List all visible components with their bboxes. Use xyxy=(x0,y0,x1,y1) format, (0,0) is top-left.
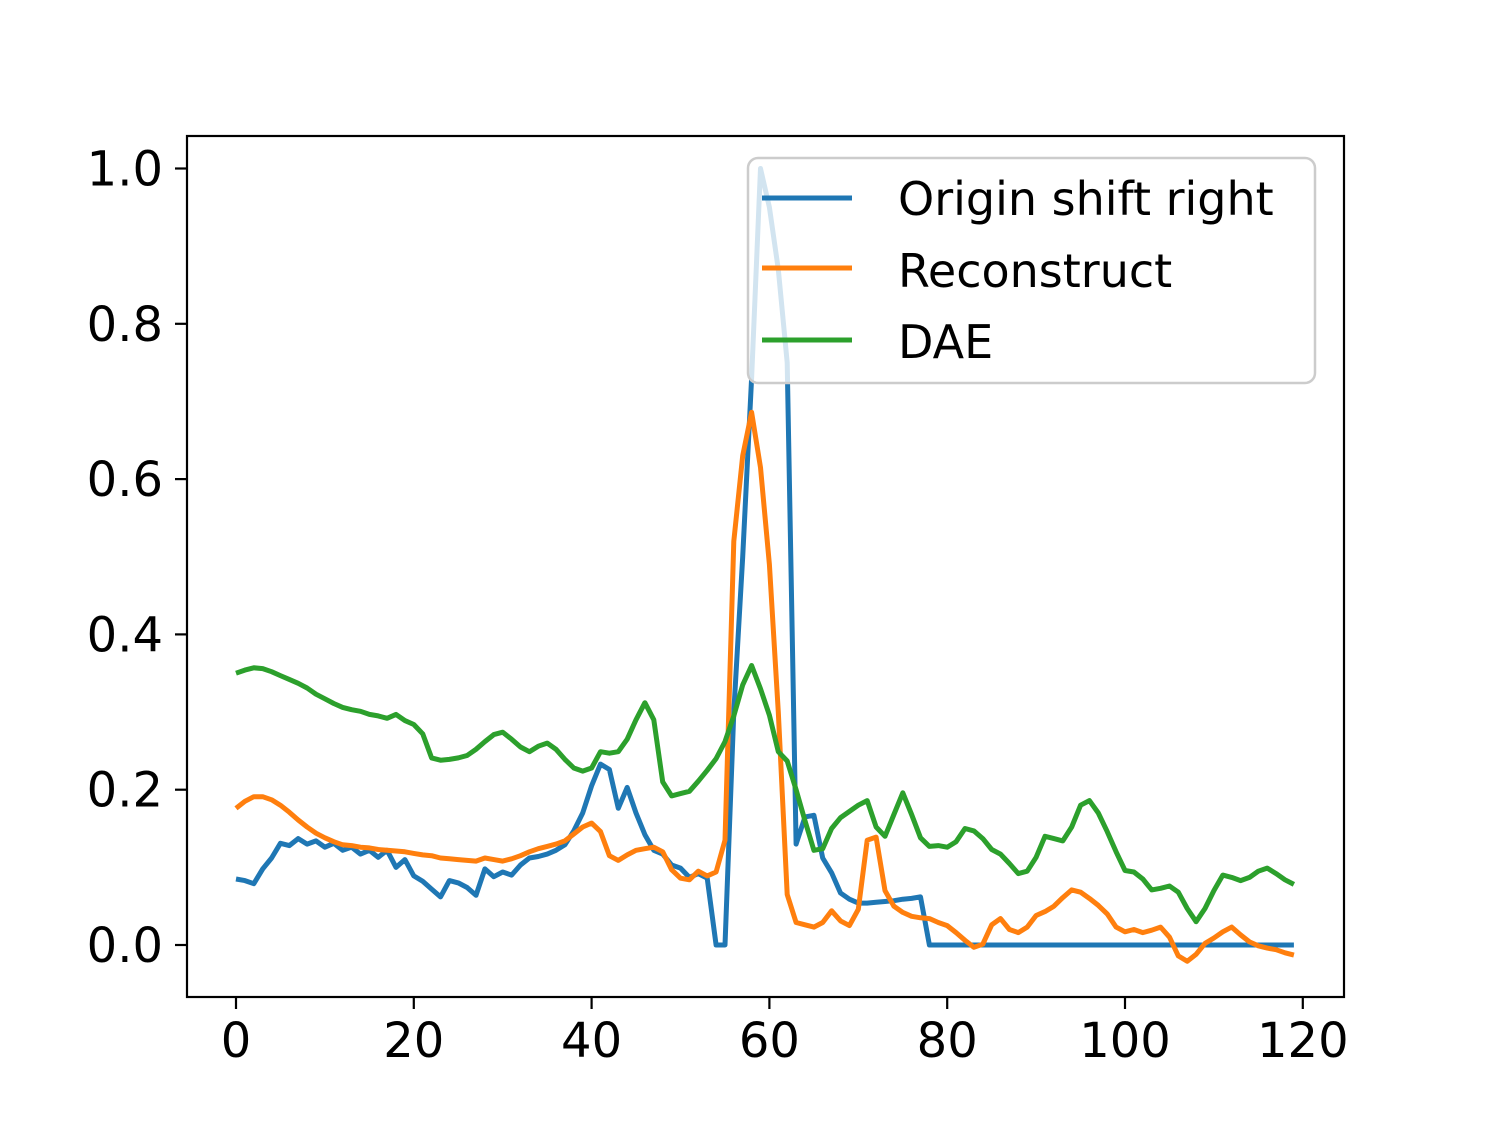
x-tick-label: 80 xyxy=(917,1013,978,1069)
axes-frame xyxy=(185,134,1346,999)
x-tick-label: 120 xyxy=(1257,1013,1349,1069)
y-tick-label: 0.0 xyxy=(87,918,163,974)
legend-label-reconstruct: Reconstruct xyxy=(898,244,1172,298)
legend: Origin shift right Reconstruct DAE xyxy=(746,156,1317,385)
y-tick-label: 0.6 xyxy=(87,452,163,508)
legend-label-dae: DAE xyxy=(898,315,993,369)
x-tick-label: 60 xyxy=(739,1013,800,1069)
y-axis: 0.0 0.2 0.4 0.6 0.8 1.0 xyxy=(87,142,187,974)
x-tick-label: 40 xyxy=(561,1013,622,1069)
x-axis: 0 20 40 60 80 100 120 xyxy=(221,997,1349,1069)
x-tick-label: 20 xyxy=(383,1013,444,1069)
y-tick-label: 0.2 xyxy=(87,763,163,819)
series-line-reconstruct xyxy=(234,409,1295,964)
legend-label-origin-shift-right: Origin shift right xyxy=(898,172,1274,226)
series-line-dae xyxy=(235,663,1296,925)
x-tick-label: 0 xyxy=(221,1013,252,1069)
y-tick-label: 0.4 xyxy=(87,607,163,663)
y-tick-label: 0.8 xyxy=(87,297,163,353)
y-tick-label: 1.0 xyxy=(87,142,163,198)
legend-frame xyxy=(746,156,1317,385)
x-tick-label: 100 xyxy=(1079,1013,1171,1069)
